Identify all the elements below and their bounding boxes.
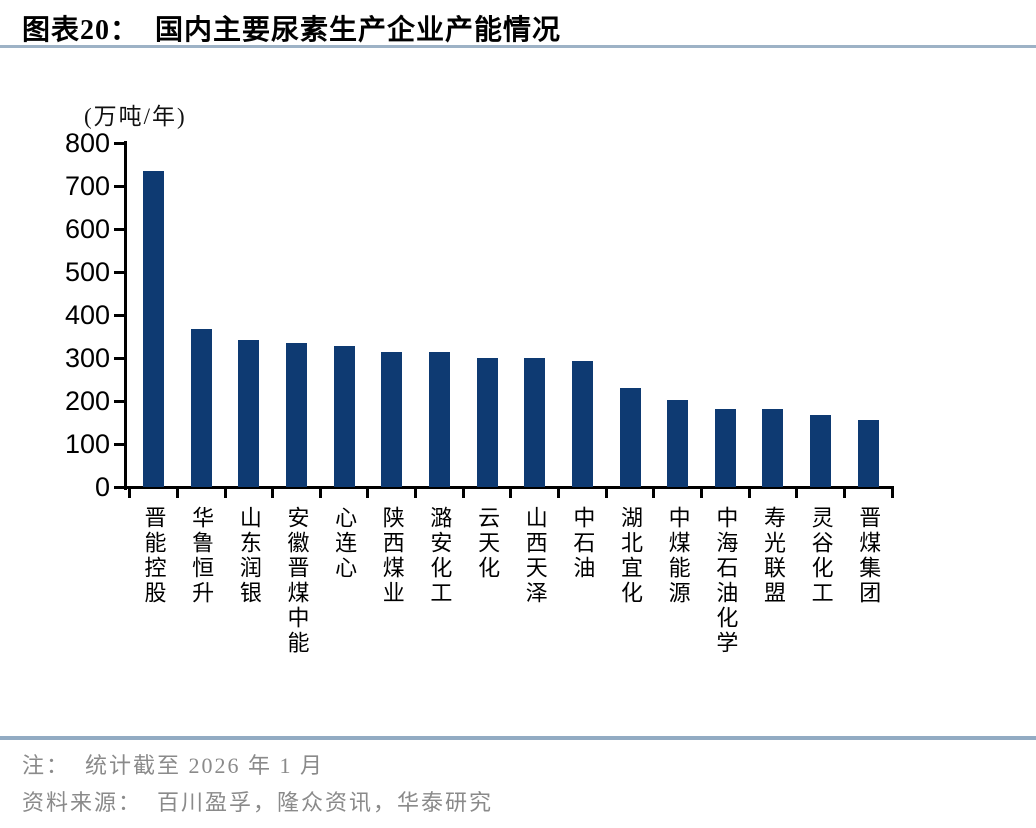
category-label: 晋煤集团 <box>856 506 882 606</box>
y-axis-tick <box>113 227 124 231</box>
y-axis-tick-label: 300 <box>64 343 110 373</box>
x-axis-tick <box>890 488 894 498</box>
x-axis-tick <box>747 488 751 498</box>
y-axis-tick <box>113 485 124 489</box>
category-label: 山东润银 <box>236 506 262 606</box>
x-axis-tick <box>175 488 179 498</box>
y-axis-tick-label: 0 <box>94 472 110 502</box>
category-label: 中煤能源 <box>665 506 691 606</box>
source-text: 资料来源： 百川盈孚，隆众资讯，华泰研究 <box>22 790 494 815</box>
bar <box>333 346 355 487</box>
y-axis-tick <box>113 356 124 360</box>
x-axis-tick <box>652 488 656 498</box>
category-label: 中海石油化学 <box>713 506 739 656</box>
bar-chart: (万吨/年) 0 100 200 300 400 500 600 700 800 晋能控股 华鲁恒升… <box>64 104 894 656</box>
bar <box>571 360 593 487</box>
x-axis-tick <box>700 488 703 498</box>
category-label: 寿光联盟 <box>760 506 786 606</box>
bar <box>190 328 212 487</box>
x-axis-tick <box>842 488 846 498</box>
y-axis-tick <box>113 399 124 403</box>
figure-title: 图表20： 国内主要尿素生产企业产能情况 <box>22 15 562 46</box>
category-label: 灵谷化工 <box>808 506 834 606</box>
category-label: 心连心 <box>332 506 358 581</box>
x-axis-line <box>123 485 894 489</box>
x-axis-tick <box>509 488 513 498</box>
y-axis-tick <box>113 442 124 446</box>
x-axis-tick <box>557 488 561 498</box>
y-axis-line <box>123 141 127 490</box>
y-axis-tick <box>113 313 124 317</box>
bar <box>381 351 403 487</box>
category-label: 潞安化工 <box>427 506 453 606</box>
category-label: 陕西煤业 <box>379 506 405 606</box>
x-axis-tick <box>318 488 322 498</box>
x-axis-tick <box>223 488 227 498</box>
note-text: 注： 统计截至 2026 年 1 月 <box>22 753 325 778</box>
category-label: 华鲁恒升 <box>189 506 215 606</box>
x-axis-tick <box>366 488 370 498</box>
category-label: 安徽晋煤中能 <box>284 506 310 656</box>
bar <box>524 358 546 487</box>
bar <box>810 414 832 487</box>
category-label: 山西天泽 <box>522 506 548 606</box>
x-axis-tick <box>604 488 608 498</box>
x-axis-tick <box>128 488 132 498</box>
y-axis-tick-label: 600 <box>64 214 110 244</box>
y-axis-tick <box>113 141 124 145</box>
bar <box>762 409 784 487</box>
category-label: 晋能控股 <box>141 506 167 606</box>
y-axis-tick-label: 500 <box>64 257 110 287</box>
bar <box>476 358 498 487</box>
y-axis-tick-label: 400 <box>64 300 110 330</box>
category-label: 云天化 <box>475 506 501 581</box>
y-axis-tick-label: 700 <box>64 171 110 201</box>
y-axis-tick-label: 100 <box>64 429 110 459</box>
bar <box>714 408 736 487</box>
y-axis-unit-label: (万吨/年) <box>84 104 187 129</box>
y-axis-tick <box>113 270 124 274</box>
x-axis-tick <box>414 488 418 498</box>
title-divider <box>0 45 1036 48</box>
y-axis-tick-label: 800 <box>64 128 110 158</box>
y-axis-tick-label: 200 <box>64 386 110 416</box>
bar <box>619 388 641 487</box>
category-label: 中石油 <box>570 506 596 581</box>
bar <box>667 400 689 487</box>
bar <box>143 170 165 487</box>
footer-divider <box>0 736 1036 740</box>
bar <box>428 352 450 487</box>
category-label: 湖北宜化 <box>618 506 644 606</box>
bar <box>285 343 307 487</box>
x-axis-tick <box>271 488 275 498</box>
y-axis-tick <box>113 184 124 188</box>
x-axis-tick <box>795 488 799 498</box>
bar <box>238 339 260 487</box>
bar <box>857 420 879 487</box>
x-axis-tick <box>461 488 465 498</box>
